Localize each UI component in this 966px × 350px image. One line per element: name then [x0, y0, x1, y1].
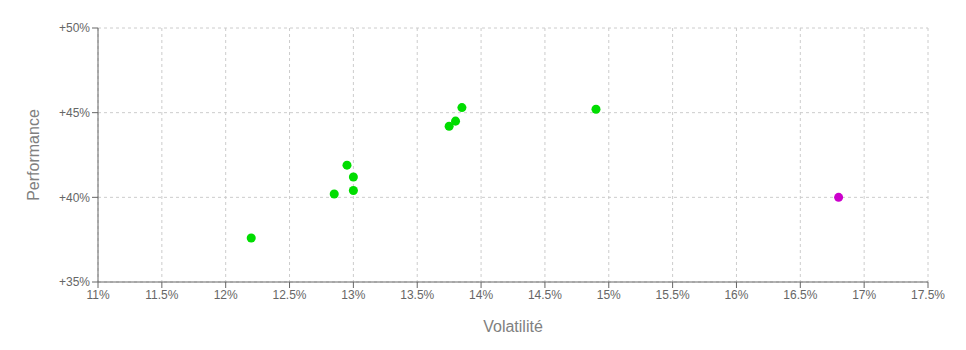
- svg-text:Volatilité: Volatilité: [483, 318, 543, 335]
- svg-text:13%: 13%: [341, 288, 365, 302]
- svg-text:+40%: +40%: [59, 191, 90, 205]
- svg-text:+45%: +45%: [59, 106, 90, 120]
- svg-text:17%: 17%: [852, 288, 876, 302]
- svg-text:11%: 11%: [86, 288, 109, 302]
- svg-text:11.5%: 11.5%: [145, 288, 178, 302]
- svg-text:12.5%: 12.5%: [273, 288, 307, 302]
- svg-text:16%: 16%: [724, 288, 748, 302]
- svg-text:15%: 15%: [597, 288, 621, 302]
- svg-text:14%: 14%: [469, 288, 493, 302]
- svg-text:Performance: Performance: [25, 109, 42, 201]
- svg-text:17.5%: 17.5%: [911, 288, 945, 302]
- svg-text:15.5%: 15.5%: [656, 288, 690, 302]
- svg-text:12%: 12%: [214, 288, 238, 302]
- svg-text:13.5%: 13.5%: [400, 288, 434, 302]
- svg-text:+35%: +35%: [59, 275, 90, 289]
- svg-text:14.5%: 14.5%: [528, 288, 562, 302]
- svg-text:16.5%: 16.5%: [783, 288, 817, 302]
- svg-text:+50%: +50%: [59, 21, 90, 35]
